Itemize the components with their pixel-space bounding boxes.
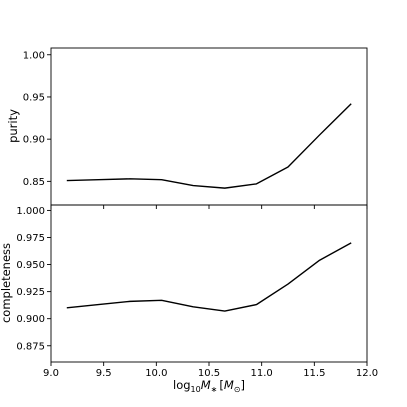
completeness-ylabel: completeness	[0, 243, 13, 323]
purity-ytick-label-3: 1.00	[23, 50, 45, 61]
x-axis: 9.0 9.5 10.0 10.5 11.0 11.5 12.0	[43, 205, 378, 379]
xtick-label-5: 11.5	[303, 368, 325, 379]
completeness-ytick-label-5: 1.000	[16, 206, 45, 217]
completeness-ytick-label-1: 0.900	[16, 314, 45, 325]
xtick-label-4: 11.0	[251, 368, 273, 379]
xlabel-m-sun: M	[224, 378, 234, 392]
purity-axes-frame	[50, 47, 368, 206]
x-axis-label: log10M∗ [M⊙]	[173, 378, 245, 394]
purity-panel: 0.85 0.90 0.95 1.00 purity	[6, 47, 368, 206]
xlabel-log: log	[173, 378, 191, 392]
xtick-label-3: 10.5	[198, 368, 220, 379]
purity-ytick-label-2: 0.95	[23, 92, 45, 103]
purity-ytick-label-0: 0.85	[23, 177, 45, 188]
xlabel-m: M	[201, 378, 211, 392]
purity-ylabel: purity	[6, 109, 20, 143]
xlabel-sub: 10	[191, 385, 201, 394]
xtick-label-1: 9.5	[96, 368, 112, 379]
xlabel-star: ∗	[211, 385, 218, 394]
completeness-panel: 0.875 0.900 0.925 0.950 0.975 1.000 completen…	[0, 204, 368, 363]
purity-ytick-label-1: 0.90	[23, 135, 45, 146]
xtick-label-2: 10.0	[145, 368, 167, 379]
completeness-ytick-label-0: 0.875	[16, 341, 45, 352]
completeness-series-line	[66, 242, 352, 312]
completeness-ytick-label-2: 0.925	[16, 287, 45, 298]
xlabel-open: [	[219, 378, 224, 392]
completeness-ytick-label-4: 0.975	[16, 233, 45, 244]
xtick-label-6: 12.0	[356, 368, 378, 379]
xlabel-sun: ⊙	[234, 385, 241, 394]
completeness-axes-frame	[50, 204, 368, 363]
xlabel-close: ]	[241, 378, 246, 392]
xtick-label-0: 9.0	[43, 368, 59, 379]
purity-series-line	[66, 103, 352, 189]
completeness-ytick-label-3: 0.950	[16, 260, 45, 271]
